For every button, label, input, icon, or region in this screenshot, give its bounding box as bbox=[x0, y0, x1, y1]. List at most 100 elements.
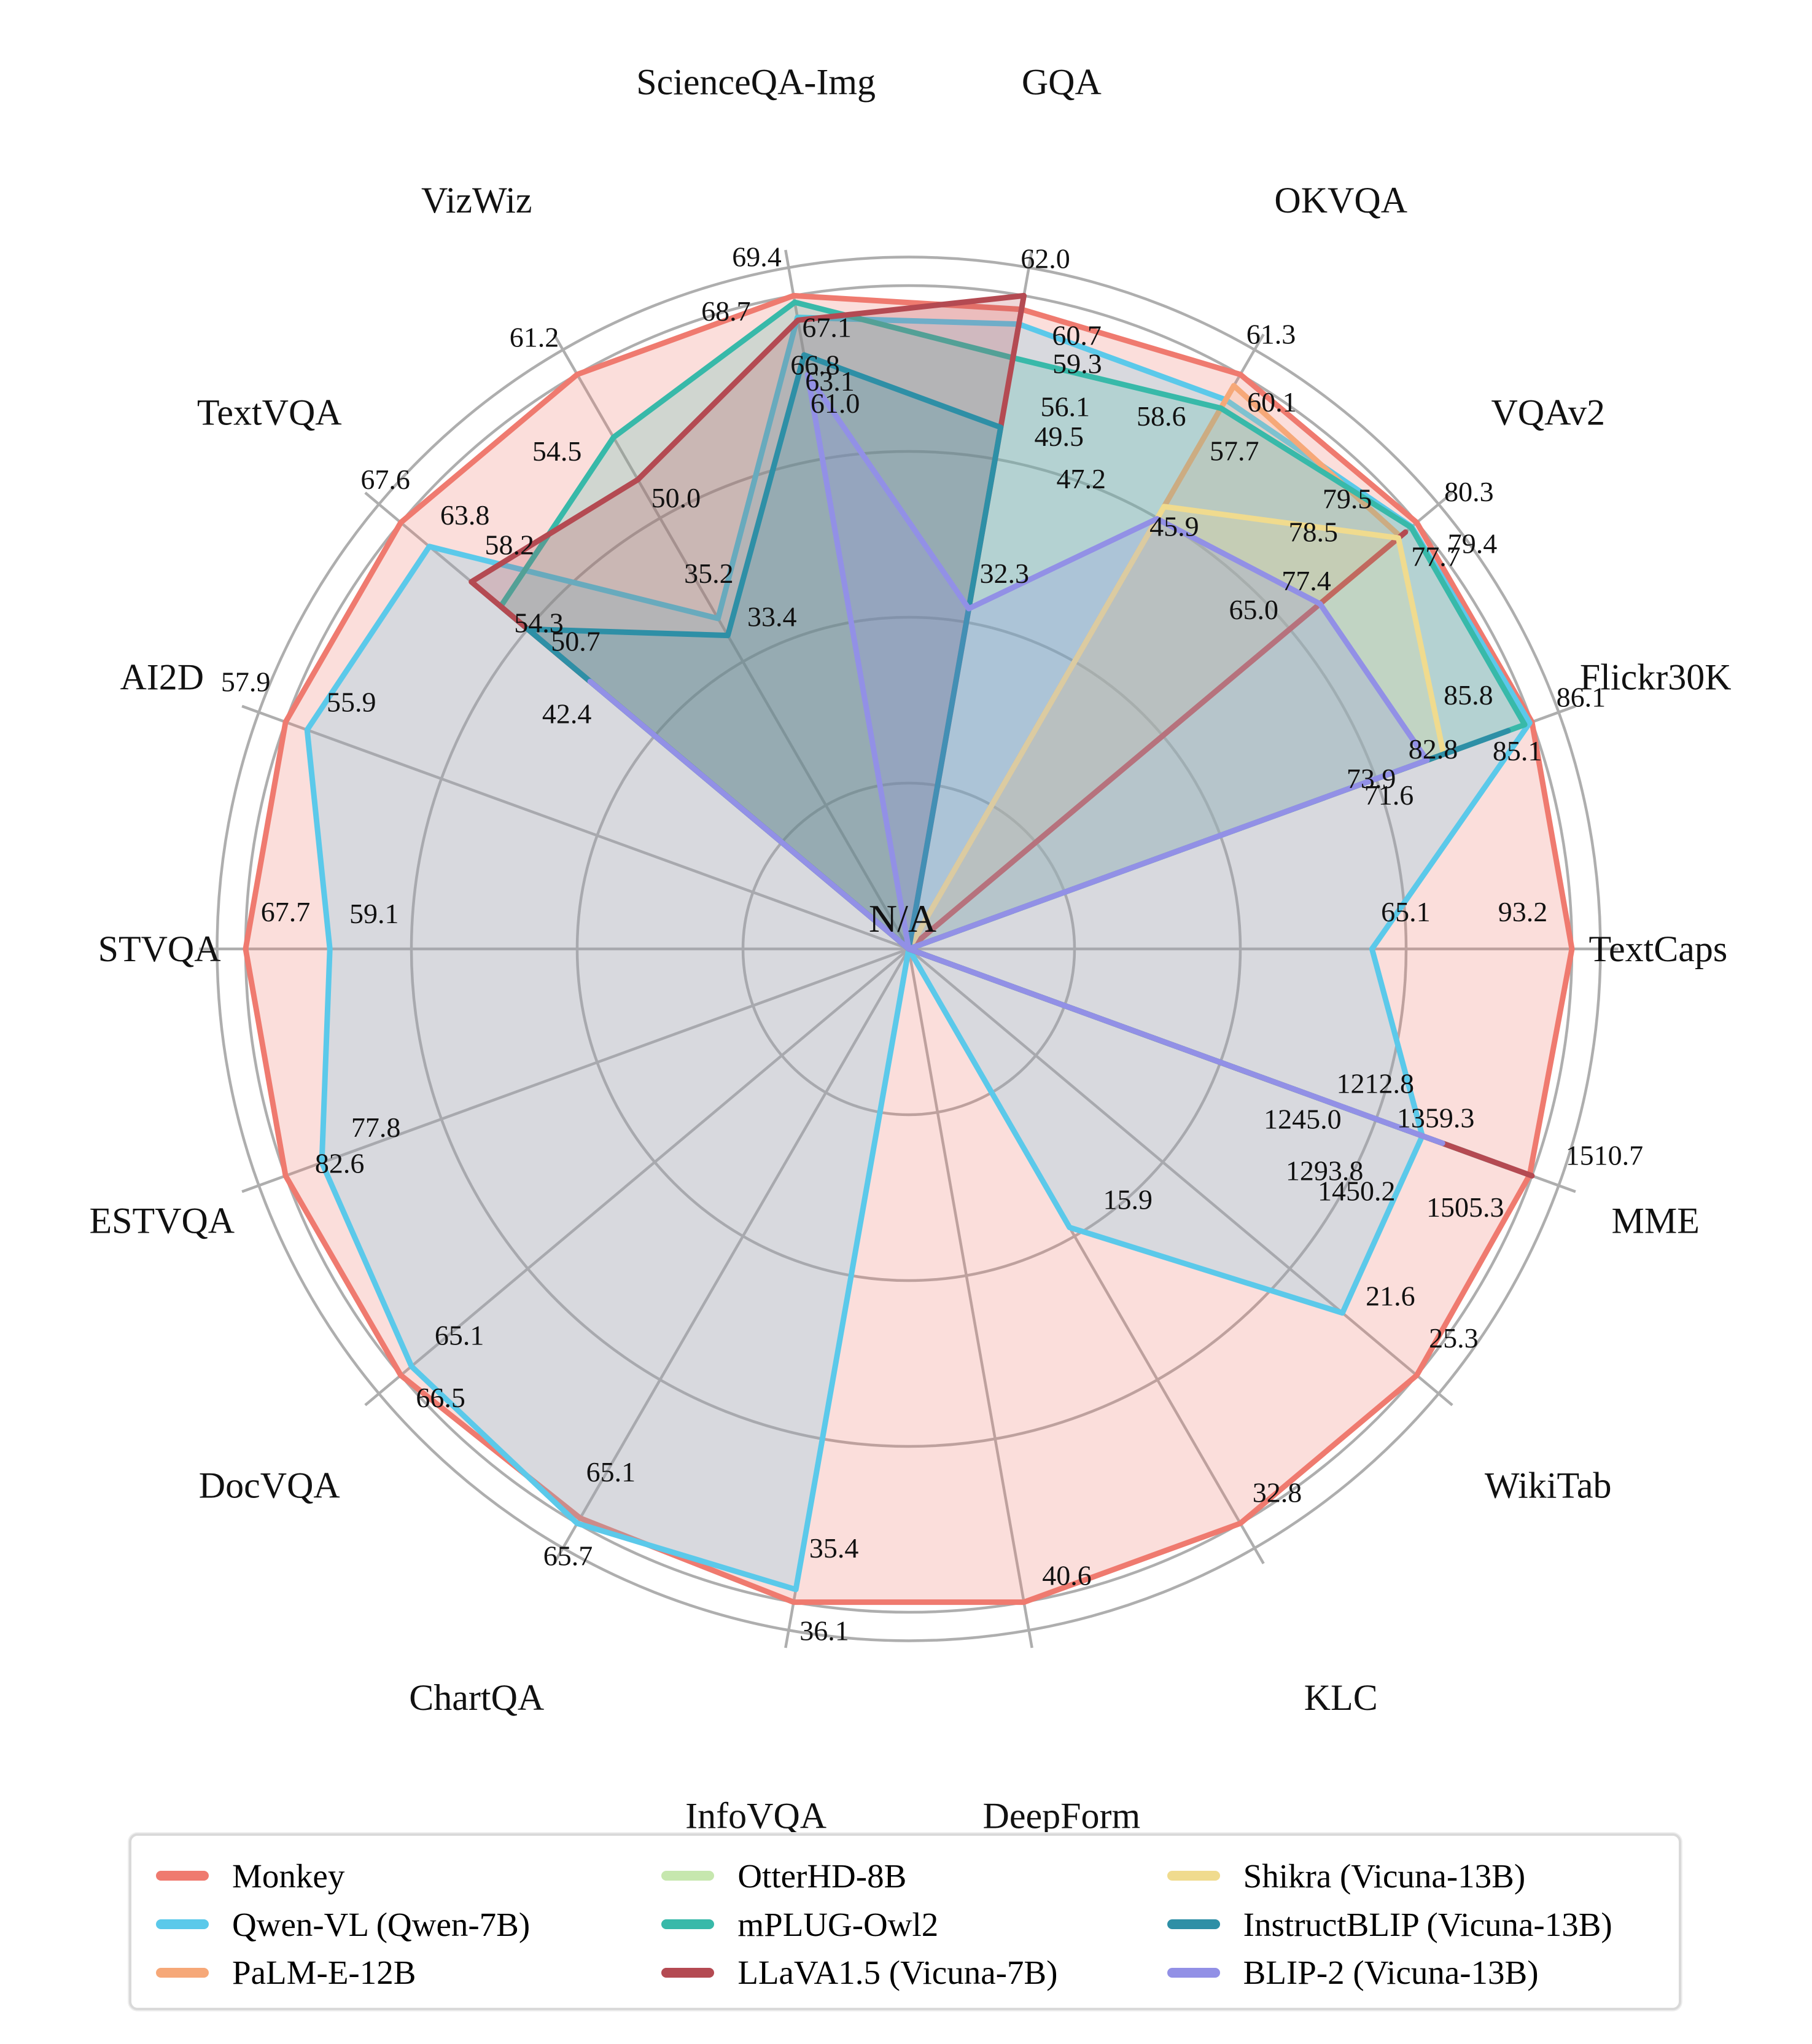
legend-column: OtterHD-8B mPLUG-Owl2 LLaVA1.5 (Vicuna-7B) bbox=[661, 1852, 1167, 1997]
value-label: 68.7 bbox=[701, 295, 751, 327]
axis-title: KLC bbox=[1304, 1677, 1378, 1718]
axis-title: InfoVQA bbox=[685, 1795, 826, 1836]
value-label: 78.5 bbox=[1289, 516, 1339, 547]
value-label: 56.1 bbox=[1040, 391, 1090, 423]
axis-title: ScienceQA-Img bbox=[636, 62, 876, 103]
value-label: 25.3 bbox=[1429, 1322, 1479, 1354]
value-label: 54.3 bbox=[514, 607, 564, 638]
value-label: 47.2 bbox=[1057, 463, 1106, 494]
axis-title: Flickr30K bbox=[1580, 657, 1732, 697]
value-label: 65.0 bbox=[1229, 594, 1278, 625]
value-label: 59.3 bbox=[1052, 348, 1102, 380]
value-label: 40.6 bbox=[1042, 1560, 1092, 1591]
value-label: 50.7 bbox=[551, 625, 601, 657]
axis-title: STVQA bbox=[98, 929, 221, 969]
value-label: 35.2 bbox=[684, 558, 734, 589]
axis-title: MME bbox=[1612, 1201, 1700, 1241]
value-label: 1450.2 bbox=[1318, 1176, 1396, 1207]
legend-column: Monkey Qwen-VL (Qwen-7B) PaLM-E-12B bbox=[156, 1852, 661, 1997]
legend-item: BLIP-2 (Vicuna-13B) bbox=[1167, 1948, 1673, 1997]
value-label: 61.3 bbox=[1246, 319, 1296, 350]
legend-label: InstructBLIP (Vicuna-13B) bbox=[1243, 1905, 1612, 1943]
value-label: 63.8 bbox=[440, 499, 490, 531]
value-label: 82.8 bbox=[1409, 733, 1458, 765]
value-label: 54.5 bbox=[532, 435, 582, 467]
value-label: 66.5 bbox=[416, 1382, 465, 1413]
legend-label: LLaVA1.5 (Vicuna-7B) bbox=[737, 1954, 1058, 1992]
legend-swatch-icon bbox=[1167, 1919, 1220, 1929]
value-label: 35.4 bbox=[809, 1532, 859, 1564]
legend-swatch-icon bbox=[661, 1919, 715, 1929]
legend-swatch-icon bbox=[156, 1967, 209, 1978]
value-label: 60.1 bbox=[1247, 386, 1297, 418]
legend-item: Monkey bbox=[156, 1852, 661, 1900]
value-label: 71.6 bbox=[1364, 779, 1414, 811]
value-label: 57.9 bbox=[221, 666, 271, 698]
value-label: 58.2 bbox=[484, 529, 534, 560]
value-label: 45.9 bbox=[1149, 511, 1199, 542]
value-label: 61.0 bbox=[811, 388, 860, 419]
axis-title: TextCaps bbox=[1589, 929, 1728, 969]
value-label: 58.6 bbox=[1137, 400, 1186, 432]
axis-spoke bbox=[241, 704, 909, 951]
legend-swatch-icon bbox=[1167, 1871, 1220, 1881]
value-label: 15.9 bbox=[1103, 1184, 1153, 1215]
legend-item: mPLUG-Owl2 bbox=[661, 1900, 1167, 1949]
axis-spoke bbox=[241, 947, 909, 1193]
axis-title: ChartQA bbox=[409, 1677, 544, 1718]
value-label: 86.1 bbox=[1557, 682, 1606, 713]
value-label: 77.7 bbox=[1411, 540, 1461, 572]
value-label: 77.4 bbox=[1281, 565, 1331, 596]
axis-title: TextVQA bbox=[197, 392, 342, 432]
axis-spoke bbox=[908, 948, 1453, 1406]
value-label: 32.8 bbox=[1253, 1476, 1302, 1508]
value-label: 33.4 bbox=[747, 601, 797, 633]
value-label: 50.0 bbox=[651, 482, 701, 513]
center-na-annotation: N/A bbox=[869, 897, 936, 940]
legend-column: Shikra (Vicuna-13B) InstructBLIP (Vicuna-… bbox=[1167, 1852, 1673, 1997]
value-label: 67.1 bbox=[802, 312, 852, 343]
value-label: 65.1 bbox=[586, 1456, 636, 1488]
value-label: 36.1 bbox=[799, 1615, 849, 1647]
axis-spoke bbox=[553, 948, 910, 1564]
value-label: 1293.8 bbox=[1286, 1155, 1364, 1186]
legend-label: OtterHD-8B bbox=[737, 1857, 907, 1895]
axis-title: GQA bbox=[1022, 62, 1102, 103]
value-label: 55.9 bbox=[327, 686, 376, 717]
axis-title: AI2D bbox=[120, 657, 204, 697]
value-label: 67.6 bbox=[360, 464, 410, 495]
value-label: 1212.8 bbox=[1336, 1068, 1414, 1099]
value-label: 93.2 bbox=[1498, 896, 1548, 927]
value-label: 49.5 bbox=[1034, 421, 1084, 452]
legend-item: Shikra (Vicuna-13B) bbox=[1167, 1852, 1673, 1900]
legend-label: PaLM-E-12B bbox=[232, 1954, 416, 1992]
value-label: 65.1 bbox=[1381, 896, 1431, 927]
value-label: 61.2 bbox=[510, 322, 559, 353]
value-label: 66.8 bbox=[790, 349, 840, 380]
legend-item: InstructBLIP (Vicuna-13B) bbox=[1167, 1900, 1673, 1949]
value-label: 57.7 bbox=[1210, 435, 1259, 467]
value-label: 77.8 bbox=[351, 1112, 401, 1143]
axis-spoke bbox=[907, 948, 1033, 1648]
axis-spoke bbox=[364, 948, 910, 1406]
value-label: 79.4 bbox=[1448, 528, 1498, 560]
value-label: 65.7 bbox=[543, 1540, 593, 1571]
value-label: 62.0 bbox=[1021, 243, 1070, 274]
legend-label: Qwen-VL (Qwen-7B) bbox=[232, 1905, 531, 1943]
legend-label: Monkey bbox=[232, 1857, 345, 1895]
value-label: 85.1 bbox=[1493, 735, 1542, 766]
value-label: 21.6 bbox=[1366, 1281, 1415, 1312]
legend-item: LLaVA1.5 (Vicuna-7B) bbox=[661, 1948, 1167, 1997]
legend-label: BLIP-2 (Vicuna-13B) bbox=[1243, 1954, 1539, 1992]
value-label: 1245.0 bbox=[1264, 1103, 1342, 1134]
value-label: 42.4 bbox=[542, 698, 592, 730]
legend-swatch-icon bbox=[661, 1871, 715, 1881]
value-label: 63.1 bbox=[805, 365, 855, 397]
value-label: 82.6 bbox=[315, 1147, 365, 1179]
value-label: 65.1 bbox=[435, 1320, 484, 1351]
axis-title: DeepForm bbox=[983, 1795, 1141, 1836]
axis-title: OKVQA bbox=[1274, 180, 1407, 220]
axis-title: DocVQA bbox=[199, 1465, 340, 1506]
value-label: 79.5 bbox=[1323, 483, 1372, 515]
